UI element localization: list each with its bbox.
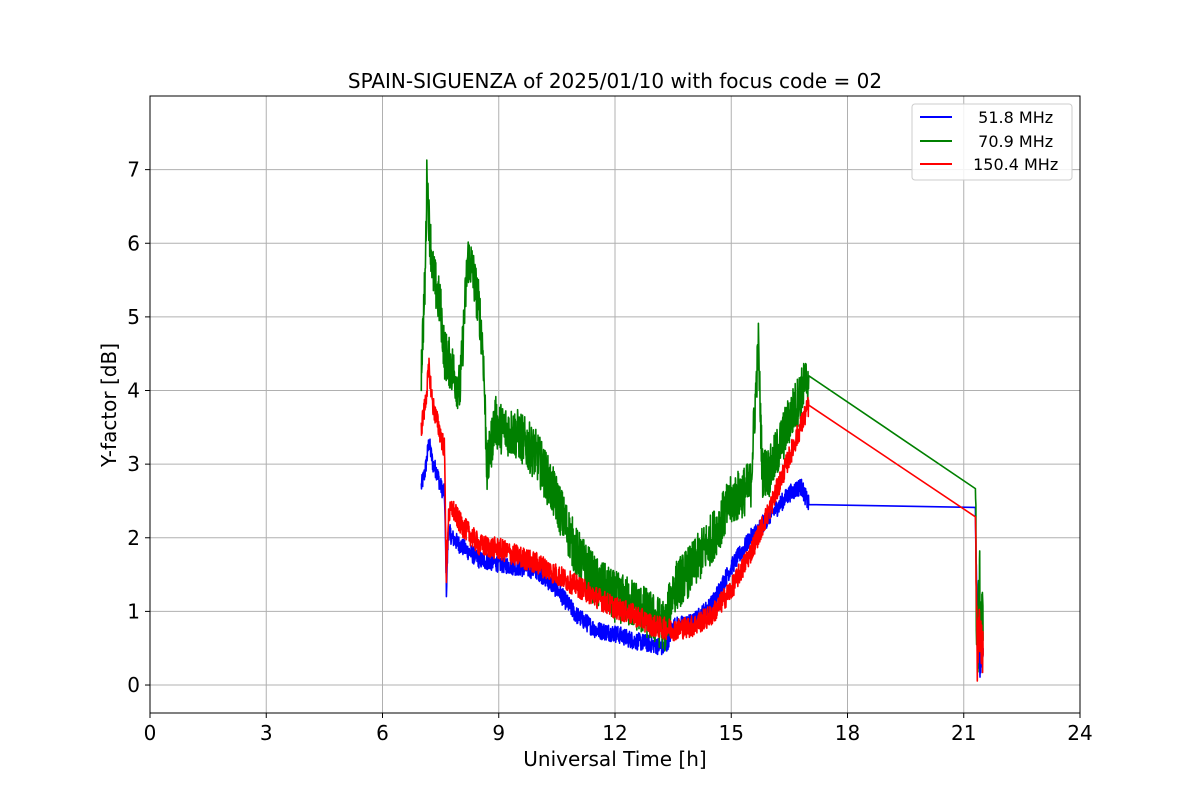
x-tick-label: 12 bbox=[602, 721, 627, 745]
x-tick-label: 9 bbox=[492, 721, 505, 745]
x-tick-label: 0 bbox=[144, 721, 157, 745]
y-tick-label: 2 bbox=[127, 526, 140, 550]
x-tick-label: 24 bbox=[1067, 721, 1092, 745]
series-line-0 bbox=[420, 438, 984, 678]
y-tick-label: 1 bbox=[127, 599, 140, 623]
chart-title: SPAIN-SIGUENZA of 2025/01/10 with focus … bbox=[348, 69, 882, 93]
x-tick-label: 18 bbox=[835, 721, 860, 745]
y-tick-label: 5 bbox=[127, 305, 140, 329]
x-tick-label: 6 bbox=[376, 721, 389, 745]
y-axis-label: Y-factor [dB] bbox=[97, 343, 121, 468]
legend: 51.8 MHz 70.9 MHz 150.4 MHz bbox=[911, 103, 1073, 181]
legend-box bbox=[911, 103, 1073, 181]
series-line-2 bbox=[420, 357, 984, 682]
y-tick-label: 3 bbox=[127, 452, 140, 476]
x-axis-label: Universal Time [h] bbox=[523, 747, 706, 771]
y-tick-label: 7 bbox=[127, 158, 140, 182]
y-tick-label: 6 bbox=[127, 231, 140, 255]
x-tick-label: 21 bbox=[951, 721, 976, 745]
legend-label-70-9: 70.9 MHz bbox=[968, 132, 1053, 151]
y-tick-label: 4 bbox=[127, 379, 140, 403]
legend-label-150-4: 150.4 MHz bbox=[968, 155, 1058, 174]
series-layer bbox=[420, 159, 984, 682]
y-tick-label: 0 bbox=[127, 673, 140, 697]
series-line-1 bbox=[420, 159, 984, 673]
legend-label-51-8: 51.8 MHz bbox=[968, 108, 1053, 127]
x-tick-label: 3 bbox=[260, 721, 273, 745]
x-tick-label: 15 bbox=[719, 721, 744, 745]
